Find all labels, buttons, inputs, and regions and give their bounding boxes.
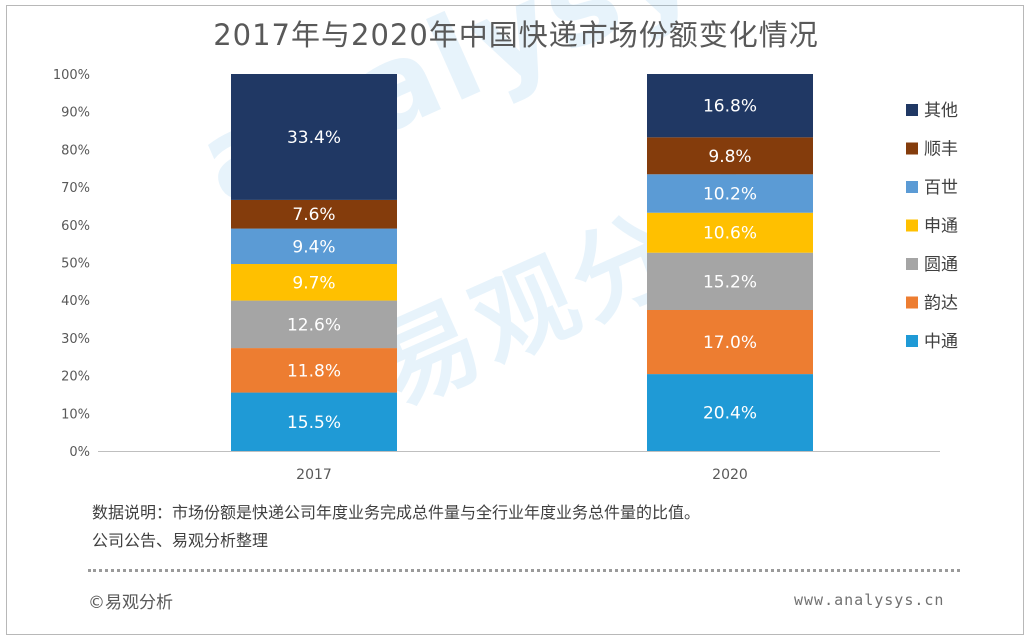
y-tick-label: 100% <box>53 68 90 83</box>
chart-title: 2017年与2020年中国快递市场份额变化情况 <box>213 18 819 52</box>
y-tick-label: 60% <box>61 219 90 234</box>
chart-frame <box>6 5 1024 635</box>
data-label: 15.2% <box>703 272 757 292</box>
bar-segment <box>647 174 813 213</box>
x-tick-label: 2017 <box>296 467 332 483</box>
data-label: 10.6% <box>703 224 757 244</box>
data-label: 11.8% <box>287 361 341 381</box>
legend-swatch <box>906 104 918 116</box>
data-label: 9.4% <box>292 237 335 257</box>
bar-segment <box>647 374 813 451</box>
legend-swatch <box>906 219 918 232</box>
y-tick-label: 80% <box>61 143 90 158</box>
bar-segment <box>231 300 397 349</box>
y-tick-label: 10% <box>61 407 90 422</box>
data-label: 10.2% <box>703 185 757 205</box>
copyright-text: ©易观分析 <box>88 593 173 613</box>
legend-label: 其他 <box>924 101 958 121</box>
y-tick-label: 40% <box>61 294 90 309</box>
bar-segment <box>647 212 813 253</box>
legend-label: 中通 <box>924 332 958 352</box>
bar-segment <box>231 74 397 200</box>
legend-swatch <box>906 181 918 193</box>
legend-swatch <box>906 335 918 347</box>
data-label: 17.0% <box>703 333 757 353</box>
data-label: 33.4% <box>287 128 341 148</box>
legend-label: 申通 <box>924 217 958 237</box>
bar-segment <box>231 199 397 229</box>
data-label: 12.6% <box>287 315 341 335</box>
data-note: 数据说明：市场份额是快递公司年度业务完成总件量与全行业年度业务总件量的比值。 <box>92 503 701 522</box>
y-tick-label: 20% <box>61 370 90 385</box>
y-tick-label: 70% <box>61 181 90 196</box>
bar-segment <box>647 74 813 138</box>
source-note: 公司公告、易观分析整理 <box>92 531 269 550</box>
dotted-divider <box>88 569 960 572</box>
data-label: 7.6% <box>292 205 335 225</box>
legend-swatch <box>906 142 918 155</box>
y-tick-label: 30% <box>61 332 90 347</box>
x-tick-label: 2020 <box>712 467 748 483</box>
bar-segment <box>647 252 813 311</box>
legend-label: 顺丰 <box>924 140 958 160</box>
data-label: 16.8% <box>703 97 757 117</box>
legend-label: 韵达 <box>924 294 958 314</box>
data-label: 15.5% <box>287 413 341 433</box>
y-tick-label: 0% <box>69 445 90 460</box>
data-label: 9.7% <box>292 273 335 293</box>
bar-segment <box>231 264 397 301</box>
data-label: 9.8% <box>708 147 751 167</box>
bar-segment <box>231 392 397 451</box>
bar-segment <box>647 137 813 175</box>
legend-swatch <box>906 258 918 270</box>
bar-segment <box>231 228 397 265</box>
data-label: 20.4% <box>703 404 757 424</box>
bar-segment <box>647 310 813 375</box>
legend-label: 百世 <box>924 178 958 198</box>
site-url: www.analysys.cn <box>794 591 945 609</box>
y-tick-label: 50% <box>61 257 90 272</box>
legend-swatch <box>906 296 918 309</box>
bar-segment <box>231 348 397 393</box>
y-tick-label: 90% <box>61 106 90 121</box>
legend-label: 圆通 <box>924 255 958 275</box>
